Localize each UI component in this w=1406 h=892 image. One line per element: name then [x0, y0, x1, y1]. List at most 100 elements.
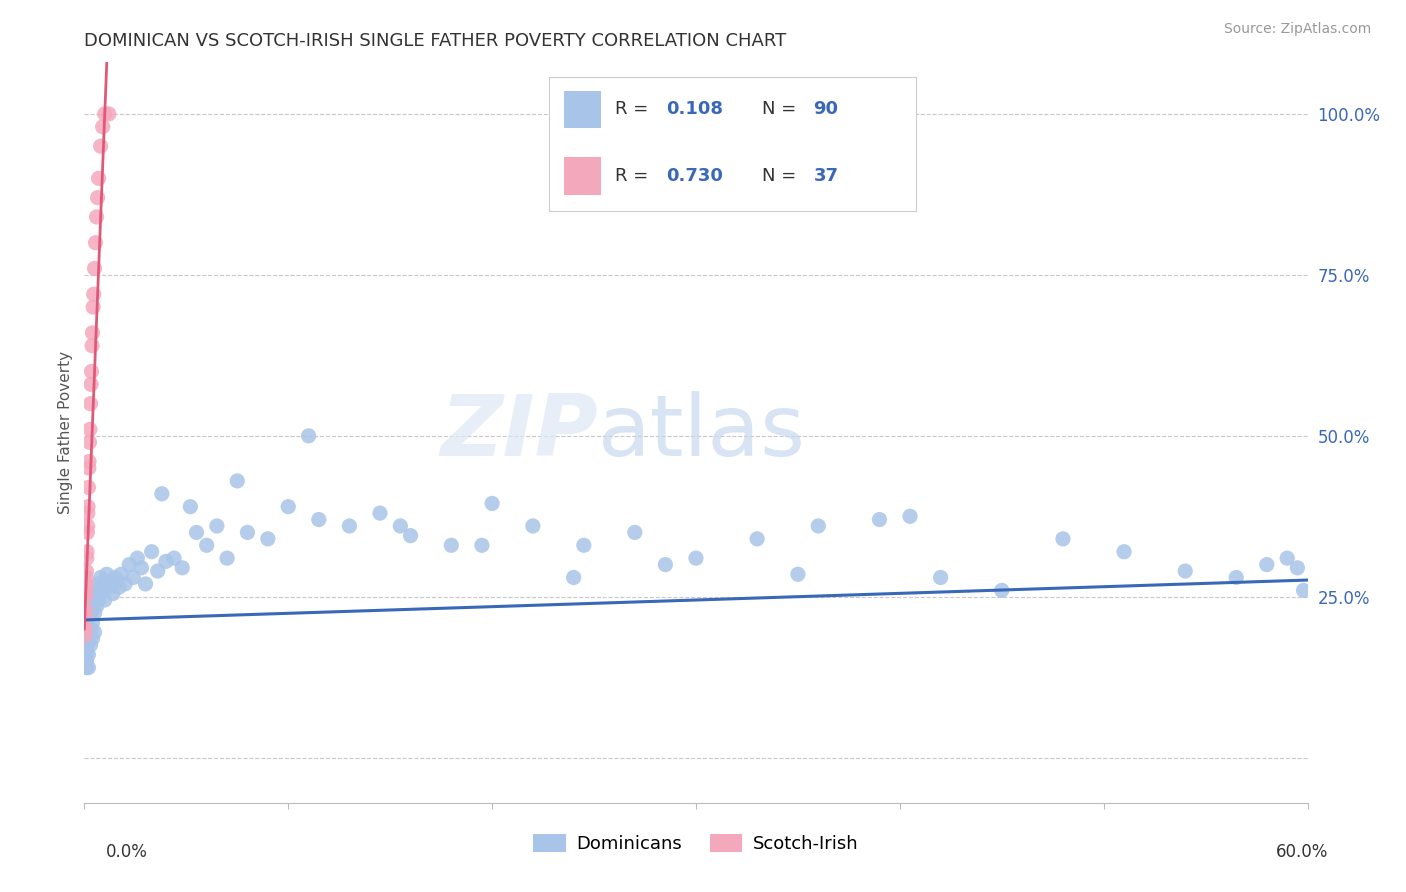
Point — [83, 590, 105, 604]
Point — [1256, 558, 1278, 572]
Point — [399, 528, 422, 542]
Point — [83, 261, 105, 276]
Point — [75, 648, 97, 662]
Text: atlas: atlas — [598, 391, 806, 475]
Point — [77, 648, 100, 662]
Text: ZIP: ZIP — [440, 391, 598, 475]
Point — [1286, 561, 1309, 575]
Point — [82, 326, 104, 340]
Point — [163, 551, 186, 566]
Point — [75, 577, 97, 591]
Text: 60.0%: 60.0% — [1277, 843, 1329, 861]
Point — [131, 561, 153, 575]
Point — [1052, 532, 1074, 546]
Point — [368, 506, 391, 520]
Point — [90, 570, 112, 584]
Point — [172, 561, 194, 575]
Point — [522, 519, 544, 533]
Point — [114, 577, 136, 591]
Point — [83, 287, 105, 301]
Point — [79, 638, 101, 652]
Point — [75, 622, 97, 636]
Point — [79, 397, 101, 411]
Point — [75, 622, 97, 636]
Point — [205, 519, 228, 533]
Point — [869, 512, 891, 526]
Point — [135, 577, 157, 591]
Point — [75, 660, 97, 674]
Point — [90, 586, 112, 600]
Point — [97, 577, 120, 591]
Point — [186, 525, 208, 540]
Point — [150, 487, 173, 501]
Point — [308, 512, 330, 526]
Point — [277, 500, 299, 514]
Point — [86, 191, 108, 205]
Point — [75, 641, 97, 656]
Point — [1114, 545, 1136, 559]
Point — [1225, 570, 1247, 584]
Point — [75, 570, 97, 584]
Point — [76, 525, 98, 540]
Point — [298, 429, 321, 443]
Point — [562, 570, 585, 584]
Point — [82, 632, 104, 646]
Point — [91, 120, 114, 134]
Point — [195, 538, 218, 552]
Point — [110, 567, 132, 582]
Point — [79, 596, 101, 610]
Point — [75, 609, 97, 624]
Point — [471, 538, 494, 552]
Point — [624, 525, 647, 540]
Point — [73, 628, 96, 642]
Text: DOMINICAN VS SCOTCH-IRISH SINGLE FATHER POVERTY CORRELATION CHART: DOMINICAN VS SCOTCH-IRISH SINGLE FATHER … — [84, 32, 786, 50]
Point — [1174, 564, 1197, 578]
Point — [75, 583, 97, 598]
Point — [1277, 551, 1299, 566]
Point — [96, 567, 118, 582]
Point — [82, 300, 104, 314]
Legend: Dominicans, Scotch-Irish: Dominicans, Scotch-Irish — [526, 827, 866, 861]
Point — [787, 567, 810, 582]
Point — [80, 377, 103, 392]
Point — [685, 551, 707, 566]
Point — [118, 558, 141, 572]
Point — [93, 593, 115, 607]
Point — [82, 615, 104, 630]
Point — [77, 480, 100, 494]
Point — [105, 574, 128, 588]
Point — [100, 580, 122, 594]
Point — [86, 583, 108, 598]
Point — [87, 171, 110, 186]
Point — [929, 570, 952, 584]
Point — [217, 551, 239, 566]
Point — [73, 622, 96, 636]
Point — [101, 586, 124, 600]
Point — [76, 545, 98, 559]
Point — [747, 532, 769, 546]
Point — [76, 519, 98, 533]
Point — [77, 660, 100, 674]
Point — [97, 107, 120, 121]
Point — [440, 538, 463, 552]
Point — [79, 435, 101, 450]
Point — [75, 628, 97, 642]
Text: Source: ZipAtlas.com: Source: ZipAtlas.com — [1223, 22, 1371, 37]
Point — [146, 564, 169, 578]
Point — [236, 525, 259, 540]
Point — [77, 635, 100, 649]
Point — [83, 606, 105, 620]
Point — [654, 558, 676, 572]
Point — [75, 590, 97, 604]
Point — [75, 635, 97, 649]
Point — [79, 422, 101, 436]
Point — [108, 580, 131, 594]
Point — [77, 461, 100, 475]
Point — [481, 496, 503, 510]
Text: 0.0%: 0.0% — [105, 843, 148, 861]
Point — [86, 599, 108, 614]
Point — [79, 622, 101, 636]
Point — [76, 551, 98, 566]
Point — [77, 454, 100, 468]
Point — [1292, 583, 1315, 598]
